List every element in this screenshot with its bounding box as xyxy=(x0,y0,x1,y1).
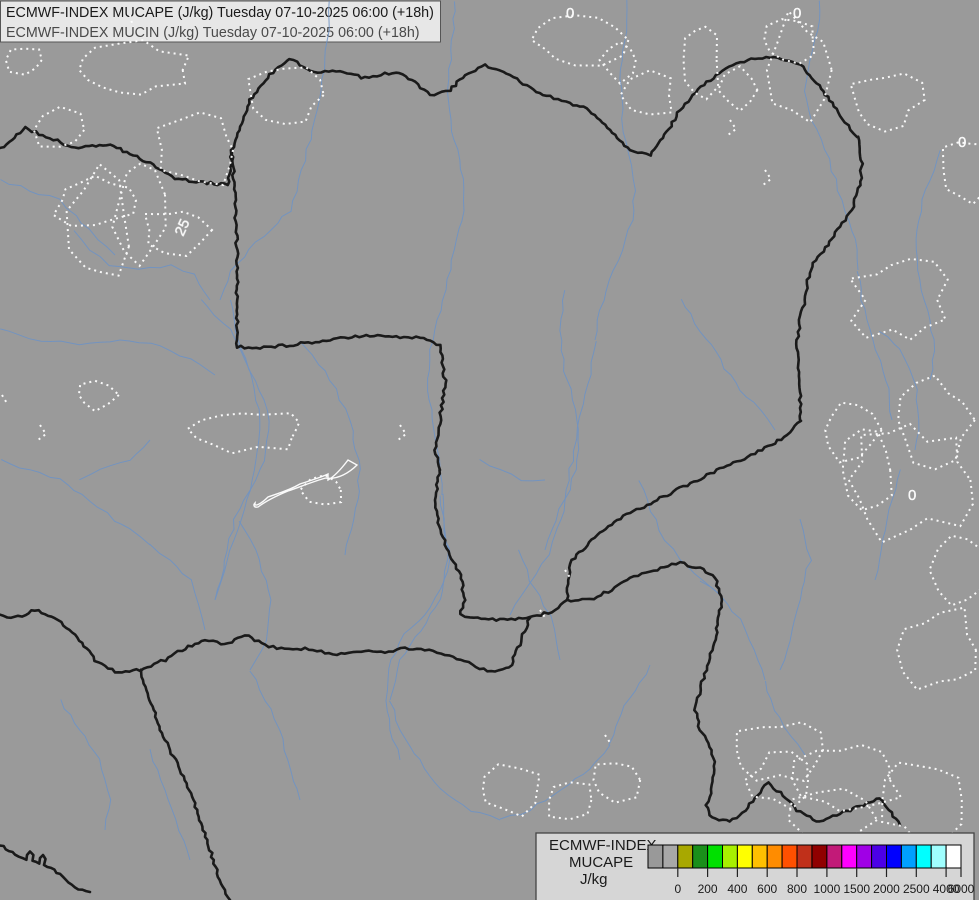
svg-text:0: 0 xyxy=(958,134,966,151)
svg-text:400: 400 xyxy=(727,882,747,896)
svg-text:MUCAPE: MUCAPE xyxy=(569,854,633,871)
svg-text:ECMWF-INDEX MUCAPE (J/kg) Tues: ECMWF-INDEX MUCAPE (J/kg) Tuesday 07-10-… xyxy=(6,5,434,21)
svg-text:J/kg: J/kg xyxy=(580,871,608,888)
svg-text:0: 0 xyxy=(908,487,916,504)
svg-text:1500: 1500 xyxy=(843,882,870,896)
svg-text:2500: 2500 xyxy=(903,882,930,896)
svg-text:ECMWF-INDEX: ECMWF-INDEX xyxy=(549,837,657,854)
svg-text:0: 0 xyxy=(674,882,681,896)
svg-text:200: 200 xyxy=(698,882,718,896)
svg-text:2000: 2000 xyxy=(873,882,900,896)
svg-text:800: 800 xyxy=(787,882,807,896)
svg-text:ECMWF-INDEX MUCIN (J/kg) Tuesd: ECMWF-INDEX MUCIN (J/kg) Tuesday 07-10-2… xyxy=(6,25,420,41)
svg-text:0: 0 xyxy=(566,5,574,22)
svg-text:0: 0 xyxy=(793,5,801,22)
svg-text:6000: 6000 xyxy=(948,882,975,896)
svg-text:600: 600 xyxy=(757,882,777,896)
svg-text:1000: 1000 xyxy=(814,882,841,896)
